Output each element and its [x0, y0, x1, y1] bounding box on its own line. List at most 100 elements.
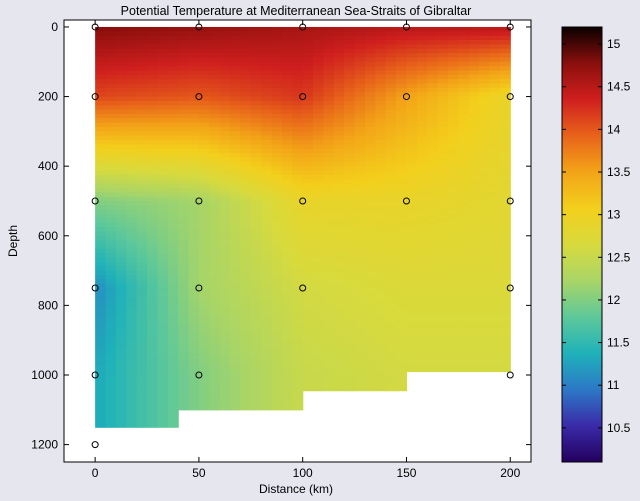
heat-cell [489, 340, 501, 346]
heat-cell [385, 105, 397, 111]
heat-cell [209, 248, 221, 254]
heat-cell [313, 366, 325, 372]
heat-cell [385, 122, 397, 128]
heat-cell [230, 118, 242, 124]
heat-cell [250, 374, 262, 380]
heat-cell [427, 66, 439, 72]
heat-cell [323, 309, 335, 315]
heat-cell [499, 87, 511, 93]
heat-cell [468, 161, 480, 167]
heat-cell [271, 218, 283, 224]
heat-cell [292, 127, 304, 132]
heat-cell [364, 79, 376, 85]
heat-cell [375, 40, 387, 45]
heat-cell [499, 301, 511, 306]
heat-cell [375, 53, 387, 59]
heat-cell [364, 92, 376, 98]
heat-cell [354, 161, 366, 167]
heat-cell [219, 388, 231, 393]
heat-cell [489, 100, 501, 106]
heat-cell [354, 353, 366, 359]
heat-cell [437, 248, 449, 254]
heat-cell [292, 309, 304, 315]
heat-cell [188, 148, 200, 154]
heat-cell [230, 166, 242, 172]
heat-cell [406, 279, 418, 285]
heat-cell [406, 370, 418, 373]
heat-cell [157, 366, 169, 372]
heat-cell [198, 253, 210, 259]
heat-cell [447, 301, 459, 306]
heat-cell [479, 166, 491, 172]
heat-cell [468, 331, 480, 337]
heat-cell [416, 183, 428, 189]
heat-cell [250, 144, 262, 150]
heat-cell [375, 383, 387, 389]
heat-cell [292, 227, 304, 233]
heat-cell [136, 409, 148, 415]
heat-cell [219, 335, 231, 341]
heat-cell [219, 74, 231, 80]
heat-cell [292, 40, 304, 45]
heat-cell [167, 257, 179, 263]
heat-cell [167, 388, 179, 393]
heat-cell [302, 35, 314, 41]
heat-cell [302, 174, 314, 180]
heat-cell [281, 305, 293, 311]
sample-point [506, 197, 514, 205]
heat-cell [240, 322, 252, 328]
heat-cell [323, 274, 335, 280]
heat-cell [333, 261, 345, 267]
heat-cell [437, 40, 449, 45]
heat-cell [147, 370, 158, 376]
heat-cell [261, 92, 273, 98]
heat-cell [105, 361, 117, 367]
heat-cell [354, 374, 366, 380]
heat-cell [437, 231, 449, 237]
y-axis-label: Depth [6, 225, 20, 257]
heat-cell [240, 183, 252, 189]
heat-cell [354, 183, 366, 189]
heat-cell [126, 218, 138, 224]
heat-cell [240, 144, 252, 150]
heat-cell [458, 118, 470, 124]
heat-cell [375, 166, 387, 172]
heat-cell [188, 253, 200, 259]
heat-cell [313, 74, 325, 80]
heat-cell [499, 331, 511, 337]
heat-cell [354, 109, 366, 115]
heat-cell [188, 348, 200, 354]
heat-cell [147, 405, 158, 411]
heat-cell [209, 127, 221, 132]
heat-cell [302, 140, 314, 146]
heat-cell [188, 153, 200, 159]
sample-point [299, 284, 307, 292]
heat-cell [354, 257, 366, 263]
heat-cell [95, 327, 107, 333]
heat-cell [126, 205, 138, 211]
heat-cell [157, 414, 169, 420]
heat-cell [250, 348, 262, 354]
heat-cell [406, 87, 418, 93]
heat-cell [147, 244, 158, 250]
heat-cell [178, 61, 190, 67]
heat-cell [105, 409, 117, 415]
heat-cell [313, 379, 325, 385]
heat-cell [240, 174, 252, 180]
heat-cell [126, 361, 138, 367]
heat-cell [406, 335, 418, 341]
heat-cell [198, 214, 210, 219]
heat-cell [147, 118, 158, 124]
heat-cell [313, 96, 325, 102]
heat-cell [240, 401, 252, 407]
heat-cell [499, 335, 511, 341]
heat-cell [240, 66, 252, 72]
heat-cell [427, 335, 439, 341]
heat-cell [167, 222, 179, 228]
heat-cell [333, 109, 345, 115]
heat-cell [219, 118, 231, 124]
heat-cell [468, 274, 480, 280]
heat-cell [396, 222, 408, 228]
heat-cell [126, 170, 138, 176]
heat-cell [302, 66, 314, 72]
